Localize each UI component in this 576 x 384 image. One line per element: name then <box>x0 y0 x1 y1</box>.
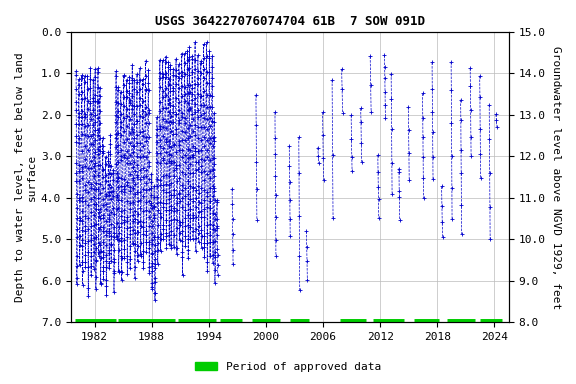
Y-axis label: Groundwater level above NGVD 1929, feet: Groundwater level above NGVD 1929, feet <box>551 46 561 309</box>
Legend: Period of approved data: Period of approved data <box>191 358 385 377</box>
Title: USGS 364227076074704 61B  7 SOW 091D: USGS 364227076074704 61B 7 SOW 091D <box>155 15 425 28</box>
Y-axis label: Depth to water level, feet below land
surface: Depth to water level, feet below land su… <box>15 52 37 302</box>
